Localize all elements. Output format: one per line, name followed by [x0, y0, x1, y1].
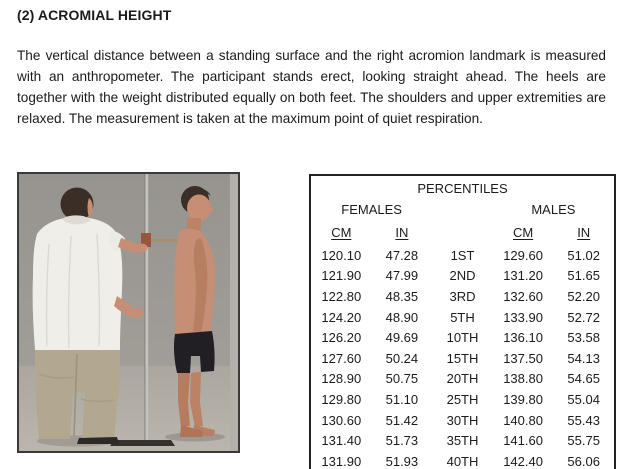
male-cm-value: 138.80	[503, 371, 543, 387]
female-in-value: 47.28	[385, 247, 419, 263]
table-row: 128.90 50.75 20TH 138.80 54.65	[311, 369, 614, 390]
female-cm-value: 127.60	[321, 350, 362, 366]
male-cm-value: 141.60	[503, 433, 543, 449]
male-cm-value: 139.80	[503, 391, 543, 407]
percentile-label: 15TH	[446, 350, 479, 366]
female-cm-value: 121.90	[321, 268, 362, 284]
female-in-value: 50.75	[385, 371, 419, 387]
female-in-value: 51.42	[385, 412, 419, 428]
male-cm-value: 131.20	[503, 268, 543, 284]
female-cm-value: 120.10	[321, 247, 362, 263]
description-paragraph: The vertical distance between a standing…	[17, 48, 606, 126]
percentile-label: 10TH	[446, 330, 479, 346]
male-cm-value: 136.10	[503, 330, 543, 346]
male-in-value: 51.65	[567, 268, 600, 284]
males-cm-column-header: CM	[512, 225, 534, 240]
females-in-column-header: IN	[395, 225, 409, 240]
male-cm-value: 132.60	[503, 288, 543, 304]
females-group-header: FEMALES	[341, 202, 402, 217]
males-group-header: MALES	[531, 202, 576, 217]
table-row: 130.60 51.42 30TH 140.80 55.43	[311, 410, 614, 431]
female-cm-value: 130.60	[321, 412, 362, 428]
female-in-value: 49.69	[385, 330, 419, 346]
females-cm-column-header: CM	[331, 225, 352, 240]
table-row: 122.80 48.35 3RD 132.60 52.20	[311, 286, 614, 307]
percentiles-table: PERCENTILES FEMALES MALES CM IN CM IN 12…	[309, 174, 616, 469]
female-in-value: 51.73	[385, 433, 419, 449]
table-row: 127.60 50.24 15TH 137.50 54.13	[311, 348, 614, 369]
table-group-header-row: FEMALES MALES	[311, 199, 614, 220]
female-cm-value: 131.90	[321, 453, 362, 469]
male-in-value: 56.06	[567, 453, 600, 469]
measurement-photo-illustration	[19, 174, 238, 451]
male-in-value: 55.75	[567, 433, 600, 449]
female-in-value: 48.90	[385, 309, 419, 325]
male-cm-value: 133.90	[503, 309, 543, 325]
male-in-value: 52.72	[567, 309, 600, 325]
female-cm-value: 124.20	[321, 309, 362, 325]
percentile-label: 30TH	[446, 412, 479, 428]
male-cm-value: 140.80	[503, 412, 543, 428]
table-row: 120.10 47.28 1ST 129.60 51.02	[311, 245, 614, 266]
female-cm-value: 128.90	[321, 371, 362, 387]
male-in-value: 52.20	[567, 288, 600, 304]
male-cm-value: 129.60	[503, 247, 543, 263]
percentile-label: 2ND	[449, 268, 476, 284]
male-in-value: 55.43	[567, 412, 600, 428]
percentile-column-spacer	[432, 220, 493, 245]
female-in-value: 51.10	[385, 391, 419, 407]
male-in-value: 55.04	[567, 391, 600, 407]
female-cm-value: 122.80	[321, 288, 362, 304]
male-in-value: 53.58	[567, 330, 600, 346]
table-row: 121.90 47.99 2ND 131.20 51.65	[311, 266, 614, 287]
page-title: (2) ACROMIAL HEIGHT	[17, 7, 172, 23]
male-cm-value: 142.40	[503, 453, 543, 469]
female-in-value: 48.35	[385, 288, 419, 304]
table-title: PERCENTILES	[311, 178, 614, 199]
male-in-value: 54.65	[567, 371, 600, 387]
table-row: 124.20 48.90 5TH 133.90 52.72	[311, 307, 614, 328]
males-in-column-header: IN	[577, 225, 591, 240]
male-cm-value: 137.50	[503, 350, 543, 366]
female-in-value: 51.93	[385, 453, 419, 469]
percentile-label: 20TH	[446, 371, 479, 387]
percentile-label: 25TH	[446, 391, 479, 407]
female-cm-value: 129.80	[321, 391, 362, 407]
percentile-label: 40TH	[446, 453, 479, 469]
measurement-photo	[17, 172, 240, 453]
female-cm-value: 131.40	[321, 433, 362, 449]
table-row: 131.90 51.93 40TH 142.40 56.06	[311, 451, 614, 469]
percentile-label: 1ST	[450, 247, 475, 263]
table-row: 126.20 49.69 10TH 136.10 53.58	[311, 327, 614, 348]
percentile-label: 35TH	[446, 433, 479, 449]
table-row: 129.80 51.10 25TH 139.80 55.04	[311, 389, 614, 410]
table-title-label: PERCENTILES	[417, 181, 508, 196]
table-column-header-row: CM IN CM IN	[311, 220, 614, 245]
percentile-label: 3RD	[449, 288, 476, 304]
female-in-value: 47.99	[385, 268, 419, 284]
female-cm-value: 126.20	[321, 330, 362, 346]
male-in-value: 54.13	[567, 350, 600, 366]
male-in-value: 51.02	[567, 247, 600, 263]
female-in-value: 50.24	[385, 350, 419, 366]
table-row: 131.40 51.73 35TH 141.60 55.75	[311, 430, 614, 451]
percentile-label: 5TH	[450, 309, 475, 325]
